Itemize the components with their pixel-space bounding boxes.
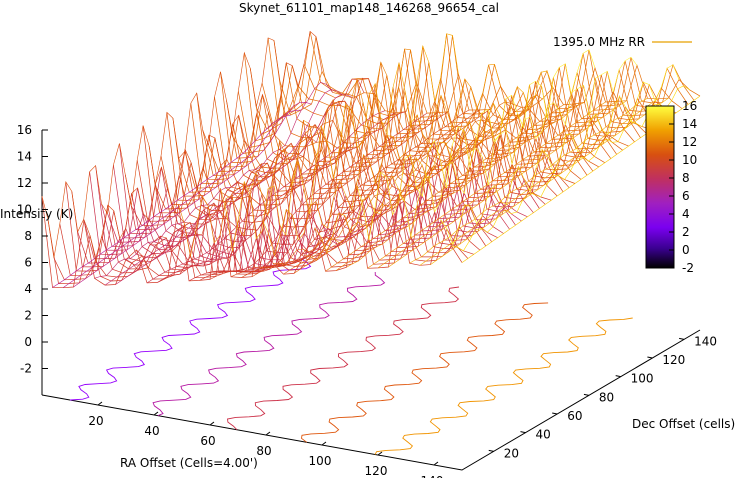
x-tick-mark <box>209 421 215 426</box>
surface-col-line <box>356 49 596 241</box>
surface-col-line <box>167 111 407 278</box>
y-tick-label: 40 <box>535 428 550 442</box>
y-tick-label: 80 <box>599 390 614 404</box>
x-tick-mark <box>153 411 159 416</box>
y-tick-label: 100 <box>631 372 654 386</box>
colorbar-gradient <box>645 105 675 269</box>
contour-line <box>374 317 633 455</box>
y-tick-mark <box>488 449 494 452</box>
colorbar-tick-label: 0 <box>682 243 690 257</box>
y-tick-mark <box>583 393 590 396</box>
x-tick-label: 20 <box>88 414 103 428</box>
colorbar-tick-label: -2 <box>682 261 694 275</box>
x-tick-label: 60 <box>200 434 215 448</box>
surface-col-line <box>52 114 291 288</box>
surface-col-line <box>115 94 354 285</box>
y-tick-mark <box>615 375 621 378</box>
x-tick-label: 140 <box>421 474 444 478</box>
surface-col-line <box>230 109 470 278</box>
surface-col-line <box>409 98 648 264</box>
surface-col-line <box>241 109 480 278</box>
surface-col-line <box>94 81 333 279</box>
surface-col-line <box>83 30 323 262</box>
colorbar-tick-label: 14 <box>682 117 697 131</box>
x-tick-label: 80 <box>256 444 271 458</box>
colorbar-tick-label: 2 <box>682 225 690 239</box>
x-tick-label: 120 <box>365 464 388 478</box>
y-tick-label: 20 <box>504 446 519 460</box>
x-tick-mark <box>377 451 383 456</box>
z-tick-label: 8 <box>24 229 32 243</box>
y-axis-label: Dec Offset (cells) <box>632 417 735 431</box>
x-axis-label: RA Offset (Cells=4.00') <box>120 456 258 470</box>
x-tick-label: 100 <box>309 454 332 468</box>
colorbar-tick-label: 8 <box>682 171 690 185</box>
surface-col-line <box>73 101 312 288</box>
surface-col-line <box>199 112 438 281</box>
colorbar-tick-label: 10 <box>682 153 697 167</box>
z-tick-label: 0 <box>24 335 32 349</box>
surface-col-line <box>325 104 564 272</box>
z-axis-ticks: -2 0 2 4 6 8 10 12 14 16 <box>17 123 48 376</box>
y-tick-label: 140 <box>694 334 717 348</box>
z-tick-label: 12 <box>17 176 32 190</box>
surface-col-line <box>304 94 543 261</box>
surface-mesh <box>41 30 701 289</box>
surface-col-line <box>62 109 302 288</box>
colorbar-tick-label: 4 <box>682 207 690 221</box>
y-tick-mark <box>647 356 653 359</box>
surface-col-line <box>220 33 459 252</box>
z-axis-label: Intensity (K) <box>0 207 73 221</box>
surface-col-line <box>367 101 606 269</box>
surface-col-line <box>209 111 449 280</box>
x-tick-mark <box>321 441 327 446</box>
z-tick-label: 16 <box>17 123 32 137</box>
z-tick-label: 14 <box>17 150 32 164</box>
x-tick-mark <box>433 461 439 466</box>
base-contours <box>69 258 633 455</box>
surface-col-line <box>157 112 396 283</box>
chart-title: Skynet_61101_map148_146268_96654_cal <box>239 1 499 15</box>
y-tick-label: 60 <box>567 409 582 423</box>
x-tick-mark <box>97 401 103 406</box>
contour-line <box>152 271 386 417</box>
surface-col-line <box>440 64 680 246</box>
z-tick-label: -2 <box>20 362 32 376</box>
legend-entry-label: 1395.0 MHz RR <box>553 35 645 49</box>
colorbar-tick-label: 12 <box>682 135 697 149</box>
y-tick-label: 120 <box>662 353 685 367</box>
surface-col-line <box>178 48 417 257</box>
contour-line <box>69 258 312 401</box>
colorbar-ticks: -2 0 2 4 6 8 10 12 14 16 <box>669 99 697 275</box>
surface-col-line <box>41 37 281 258</box>
x-tick-label: 40 <box>144 424 159 438</box>
surface-col-line <box>430 97 669 265</box>
surface-col-line <box>136 77 375 269</box>
colorbar: -2 0 2 4 6 8 10 12 14 16 <box>645 99 697 275</box>
surface-col-line <box>377 101 617 269</box>
z-tick-label: 10 <box>17 203 32 217</box>
surface-col-line <box>251 109 491 277</box>
contour-line <box>301 302 549 443</box>
surface-col-line <box>335 103 575 271</box>
y-axis-ticks: 20 40 60 80 100 120 140 <box>488 334 717 460</box>
surface-col-line <box>188 112 428 282</box>
legend: 1395.0 MHz RR <box>553 35 692 49</box>
z-tick-label: 4 <box>24 282 32 296</box>
x-axis-ticks: 20 40 60 80 100 120 140 <box>88 401 444 478</box>
surface-col-line <box>398 56 638 238</box>
x-tick-mark <box>265 431 271 436</box>
z-tick-label: 6 <box>24 256 32 270</box>
surface-col-line <box>388 100 627 268</box>
surface-col-line <box>419 98 659 266</box>
y-tick-mark <box>520 431 526 434</box>
y-tick-mark <box>679 337 685 340</box>
colorbar-tick-label: 16 <box>682 99 697 113</box>
z-tick-label: 2 <box>24 309 32 323</box>
contour-line <box>226 286 460 431</box>
y-tick-mark <box>552 412 558 415</box>
colorbar-tick-label: 6 <box>682 189 690 203</box>
surface-col-line <box>262 63 501 257</box>
